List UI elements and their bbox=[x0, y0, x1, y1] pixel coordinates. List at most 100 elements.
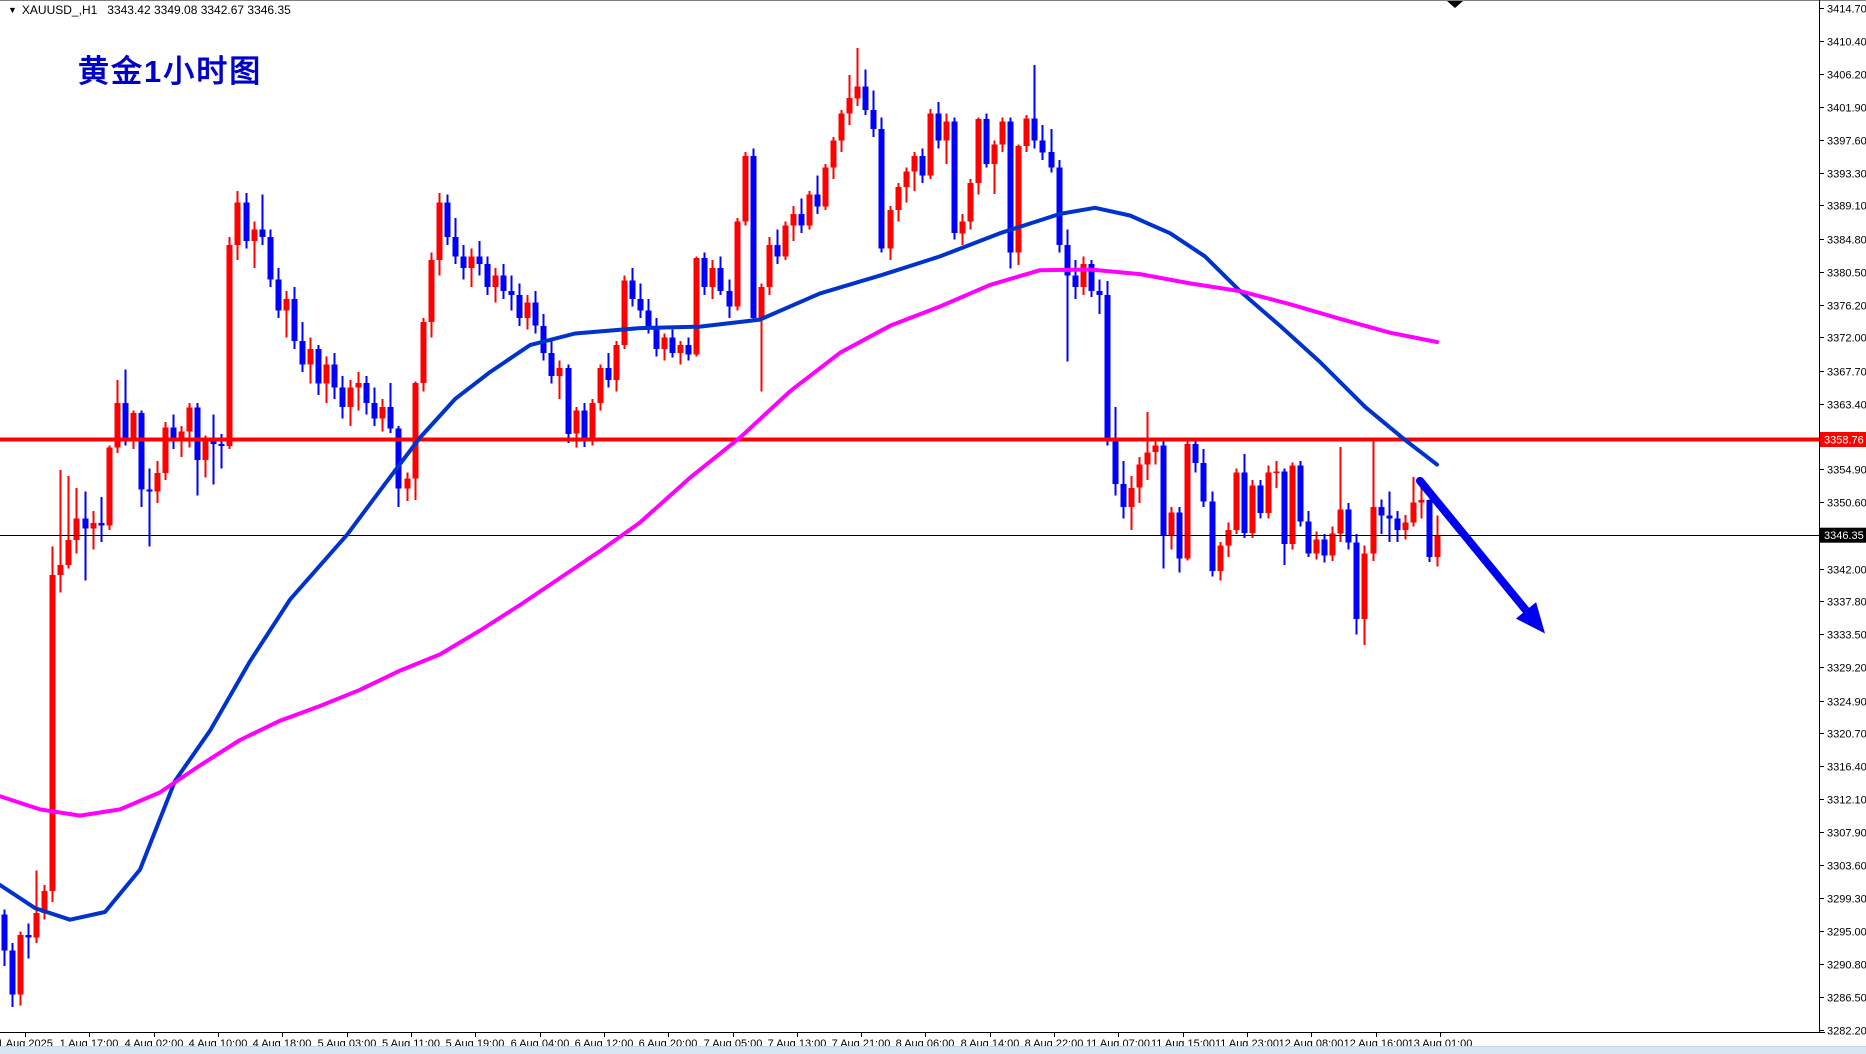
candle-body bbox=[428, 260, 435, 322]
candle-body bbox=[1426, 500, 1433, 558]
candle-body bbox=[903, 171, 910, 187]
candle-body bbox=[1241, 472, 1248, 534]
candle-body bbox=[1249, 485, 1256, 534]
price-axis-label: 3324.90 bbox=[1827, 697, 1866, 709]
candle-body bbox=[1313, 539, 1320, 554]
candle-body bbox=[355, 382, 362, 388]
candle-body bbox=[1056, 167, 1063, 245]
resistance-price-tag: 3358.76 bbox=[1820, 432, 1866, 447]
ma-fast-line[interactable] bbox=[0, 205, 1439, 922]
candle-body bbox=[766, 244, 773, 288]
candle-body bbox=[565, 368, 572, 434]
candle-body bbox=[613, 345, 620, 380]
candle-body bbox=[243, 202, 250, 241]
window-bottom-strip bbox=[0, 1046, 1866, 1054]
candle-body bbox=[734, 221, 741, 307]
price-scale[interactable]: 3414.70 3410.40 3406.20 3401.90 3397.60 3393.… bbox=[1819, 4, 1866, 1038]
price-axis-label: 3406.20 bbox=[1827, 70, 1866, 82]
price-axis-label: 3295.00 bbox=[1827, 927, 1866, 939]
candle-body bbox=[1031, 118, 1038, 141]
candle-body bbox=[1072, 275, 1079, 288]
price-axis-label: 3307.90 bbox=[1827, 828, 1866, 840]
candle-body bbox=[1128, 487, 1135, 508]
candle-body bbox=[774, 244, 781, 257]
candle-body bbox=[130, 412, 137, 439]
price-axis-label: 3414.70 bbox=[1827, 4, 1866, 16]
price-axis-label: 3342.00 bbox=[1827, 565, 1866, 577]
candle-body bbox=[1039, 140, 1046, 153]
ma-slow-line[interactable] bbox=[0, 267, 1439, 818]
candle-body bbox=[492, 275, 499, 288]
symbol-dropdown-icon[interactable]: ▼ bbox=[8, 5, 17, 15]
candle-body bbox=[556, 368, 563, 376]
candle-body bbox=[927, 113, 934, 176]
candle-body bbox=[814, 194, 821, 207]
candle-body bbox=[331, 364, 338, 388]
candle-body bbox=[9, 950, 16, 995]
candle-body bbox=[1329, 533, 1336, 556]
candle-body bbox=[1015, 146, 1022, 253]
price-axis-label: 3333.50 bbox=[1827, 630, 1866, 642]
trend-arrow-head[interactable] bbox=[1515, 602, 1545, 634]
price-axis-label: 3393.30 bbox=[1827, 169, 1866, 181]
candle-body bbox=[379, 406, 386, 419]
candle-body bbox=[870, 109, 877, 130]
trend-arrow[interactable] bbox=[1416, 476, 1545, 634]
price-axis-label: 3397.60 bbox=[1827, 136, 1866, 148]
candle-body bbox=[420, 321, 427, 383]
price-axis-label: 3329.20 bbox=[1827, 663, 1866, 675]
candle-body bbox=[540, 325, 547, 353]
candle-body bbox=[830, 140, 837, 168]
candle-body bbox=[967, 183, 974, 222]
candle-body bbox=[581, 410, 588, 438]
candle-body bbox=[1402, 522, 1409, 531]
candle-body bbox=[154, 473, 161, 492]
candle-body bbox=[1120, 483, 1127, 507]
candle-body bbox=[218, 443, 225, 447]
price-axis-label: 3363.40 bbox=[1827, 400, 1866, 412]
candle-body bbox=[114, 402, 121, 448]
candle-body bbox=[991, 144, 998, 164]
candle-body bbox=[983, 119, 990, 164]
candle-body bbox=[589, 402, 596, 438]
price-axis-label: 3367.70 bbox=[1827, 367, 1866, 379]
candle-body bbox=[1048, 152, 1055, 168]
candle-body bbox=[1088, 264, 1095, 292]
candle-body bbox=[943, 121, 950, 141]
candle-body bbox=[460, 256, 467, 268]
candle-body bbox=[452, 237, 459, 257]
candle-body bbox=[1410, 502, 1417, 523]
candle-body bbox=[782, 225, 789, 257]
candle-body bbox=[363, 382, 370, 403]
candle-body bbox=[395, 428, 402, 489]
candle-body bbox=[299, 341, 306, 365]
candle-body bbox=[1184, 443, 1191, 559]
candle-body bbox=[25, 935, 32, 938]
candle-body bbox=[307, 348, 314, 365]
candle-body bbox=[1209, 501, 1216, 571]
candle-body bbox=[621, 280, 628, 346]
price-axis-label: 3337.80 bbox=[1827, 597, 1866, 609]
candle-body bbox=[548, 352, 555, 376]
candle-body bbox=[275, 279, 282, 311]
candle-body bbox=[1434, 535, 1441, 558]
candle-body bbox=[1096, 291, 1103, 295]
candle-body bbox=[685, 345, 692, 355]
candle-body bbox=[1, 914, 8, 951]
candle-body bbox=[65, 540, 72, 565]
candle-body bbox=[1370, 507, 1377, 554]
time-scale[interactable]: 1 Aug 2025 1 Aug 17:00 4 Aug 02:00 4 Aug 10… bbox=[0, 1032, 1472, 1050]
trend-arrow-shaft[interactable] bbox=[1416, 476, 1536, 621]
candle-body bbox=[1233, 472, 1240, 531]
candle-body bbox=[1345, 509, 1352, 543]
svg-text:3346.35: 3346.35 bbox=[1824, 530, 1864, 542]
candle-body bbox=[41, 891, 48, 913]
candle-body bbox=[267, 237, 274, 280]
price-axis-label: 3401.90 bbox=[1827, 103, 1866, 115]
candle-body bbox=[597, 368, 604, 403]
candle-body bbox=[444, 202, 451, 238]
candle-body bbox=[1378, 507, 1385, 516]
